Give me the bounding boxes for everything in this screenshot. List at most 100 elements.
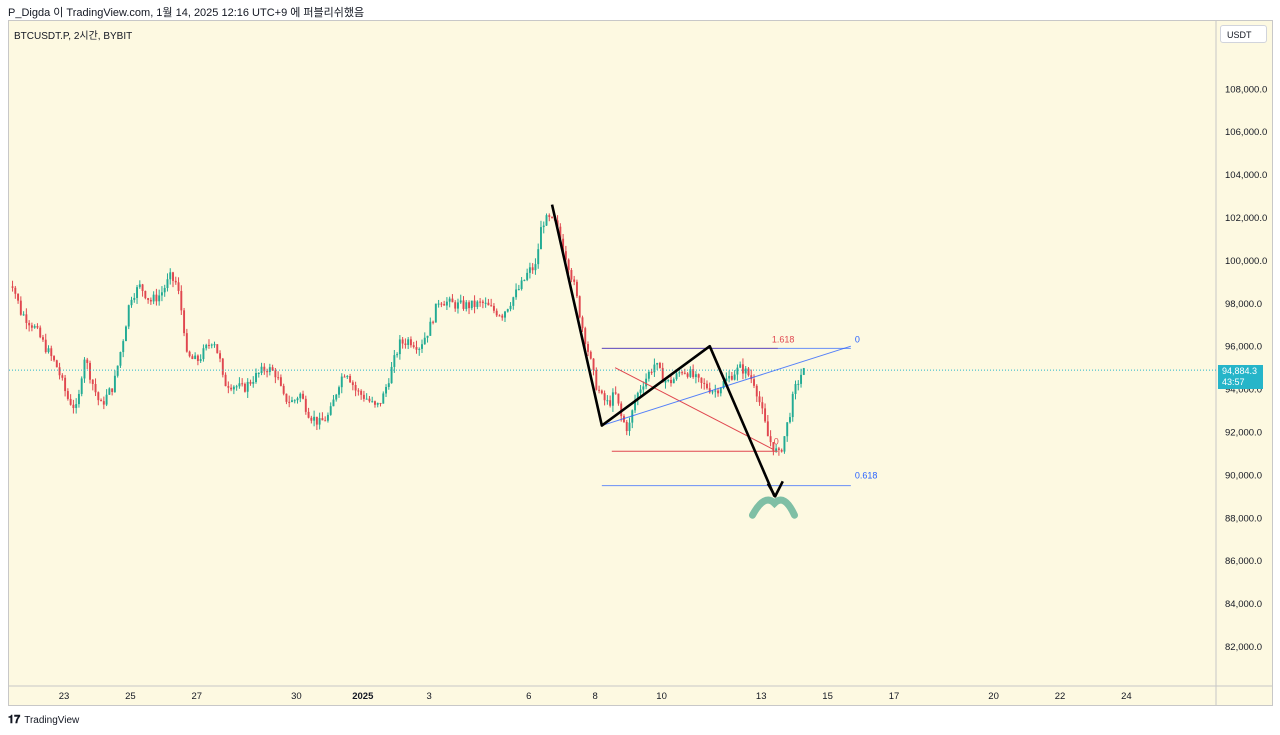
candle-body (152, 294, 155, 302)
candle-body (747, 368, 750, 376)
candle-body (28, 322, 31, 326)
candle-body (116, 365, 119, 376)
candle-body (277, 377, 280, 379)
publish-line: P_Digda 이 TradingView.com, 1월 14, 2025 1… (8, 7, 365, 19)
candle-body (147, 298, 150, 300)
candle-body (454, 302, 457, 309)
candle-body (531, 267, 534, 271)
candle-body (725, 378, 728, 381)
candle-body (528, 267, 531, 273)
candle-body (50, 348, 53, 357)
candle-body (564, 251, 567, 260)
price-tick-label: 108,000.0 (1225, 84, 1267, 95)
candle-body (548, 215, 551, 217)
candle-body (404, 343, 407, 345)
bar-countdown: 43:57 (1222, 377, 1245, 387)
fib-blue-label-top: 0 (855, 334, 860, 344)
candle-body (741, 364, 744, 374)
currency-button[interactable]: USDT (1220, 25, 1267, 43)
candle-body (540, 227, 542, 250)
candle-body (567, 259, 570, 271)
candle-body (598, 389, 601, 391)
candle-body (221, 358, 224, 375)
price-tick-label: 102,000.0 (1225, 213, 1267, 224)
candle-body (113, 375, 116, 392)
publish-bar: P_Digda 이 TradingView.com, 1월 14, 2025 1… (0, 0, 1280, 20)
time-tick-label: 2025 (352, 691, 374, 702)
time-tick-label: 15 (822, 691, 833, 702)
candle-body (22, 314, 25, 316)
footer-brand[interactable]: 𝟏𝟕 TradingView (8, 714, 79, 727)
candle-body (711, 391, 714, 393)
candle-body (338, 387, 340, 395)
candle-body (714, 390, 717, 392)
candle-body (434, 303, 437, 323)
candle-body (639, 389, 642, 393)
symbol-title[interactable]: BTCUSDT.P, 2시간, BYBIT (14, 31, 133, 42)
candle-body (462, 300, 465, 309)
time-tick-label: 30 (291, 691, 302, 702)
chart-frame[interactable] (8, 20, 1273, 706)
candle-body (678, 372, 681, 374)
candle-body (271, 367, 274, 371)
candle-body (520, 280, 523, 289)
time-tick-label: 8 (593, 691, 598, 702)
candle-body (479, 301, 482, 303)
price-tick-label: 100,000.0 (1225, 256, 1267, 267)
price-tick-label: 86,000.0 (1225, 556, 1262, 567)
candle-body (202, 348, 205, 360)
candle-body (656, 363, 659, 365)
candle-body (575, 281, 578, 297)
candle-body (775, 448, 778, 452)
candle-body (94, 384, 97, 393)
candle-body (357, 390, 360, 392)
candle-body (185, 333, 188, 352)
candle-body (80, 378, 83, 394)
candle-body (299, 393, 302, 399)
candle-body (77, 393, 80, 405)
candle-body (376, 402, 379, 405)
candle-body (307, 411, 310, 418)
candle-body (11, 286, 14, 288)
candle-body (266, 371, 269, 373)
candle-body (755, 385, 758, 397)
candle-body (296, 398, 299, 401)
candle-body (589, 351, 592, 359)
candle-body (506, 309, 509, 312)
candle-body (351, 382, 354, 386)
candle-body (421, 344, 423, 349)
time-tick-label: 6 (526, 691, 531, 702)
candle-body (534, 264, 537, 271)
candle-body (606, 400, 609, 402)
candle-body (232, 386, 235, 390)
candle-body (149, 299, 152, 302)
zigzag-drawing[interactable] (550, 204, 776, 497)
candle-body (559, 226, 562, 239)
candle-body (578, 296, 581, 318)
candle-body (802, 368, 805, 375)
candle-body (730, 375, 733, 380)
candle-body (426, 335, 429, 338)
candle-body (728, 375, 731, 379)
candle-body (252, 382, 255, 384)
candle-body (227, 386, 230, 388)
fib-red-label-top: 1.618 (772, 334, 795, 344)
fib-red-label-bottom: 0 (774, 436, 779, 446)
candle-body (609, 400, 612, 406)
fib-blue-label-bottom: 0.618 (855, 471, 878, 481)
candle-body (653, 364, 656, 373)
candle-body (249, 381, 252, 384)
candle-body (600, 390, 603, 394)
candle-body (501, 315, 504, 318)
candle-body (584, 328, 587, 345)
candle-body (208, 344, 210, 346)
candle-body (349, 375, 352, 383)
candle-body (636, 392, 639, 400)
candle-body (19, 300, 22, 315)
candle-body (401, 339, 404, 344)
candle-body (53, 356, 56, 361)
candle-body (504, 311, 506, 318)
candle-body (111, 388, 114, 392)
candle-body (14, 287, 17, 294)
